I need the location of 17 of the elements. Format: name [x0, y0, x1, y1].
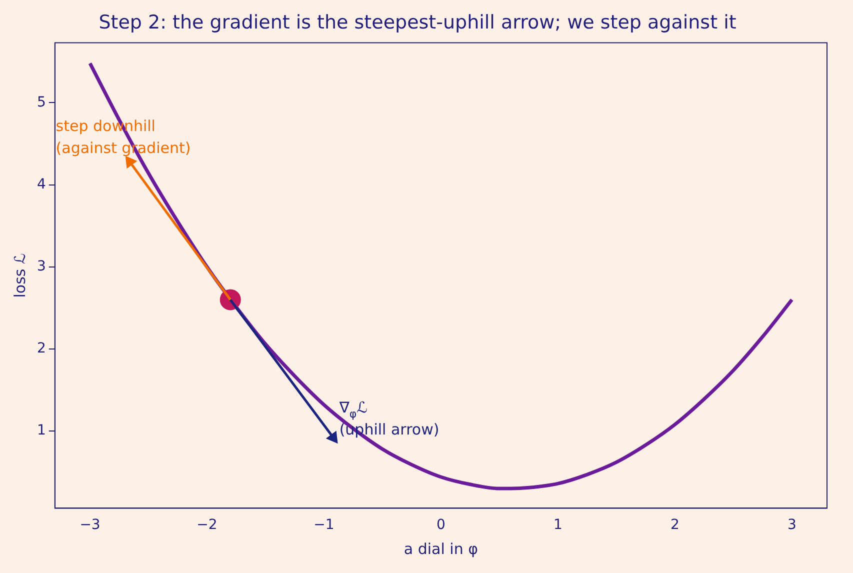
- x-axis-title: a dial in φ: [404, 540, 478, 558]
- y-tick-label: 2: [36, 340, 46, 357]
- y-axis-title: loss ℒ: [10, 253, 29, 298]
- y-tick-label: 3: [36, 258, 46, 275]
- y-tick-label: 5: [36, 94, 46, 110]
- point: [327, 432, 338, 443]
- y-tick-label: 1: [36, 422, 46, 439]
- point: [126, 156, 136, 168]
- x-tick-label: 0: [436, 517, 446, 534]
- x-tick-label: −2: [196, 517, 218, 534]
- x-tick-label: 2: [670, 517, 680, 534]
- y-tick-label: 4: [36, 176, 46, 192]
- x-tick-label: −1: [314, 517, 334, 534]
- x-tick-label: −3: [80, 517, 100, 534]
- chart-title: Step 2: the gradient is the steepest-uphill arrow; we step against it: [98, 11, 736, 34]
- x-tick-label: 1: [553, 517, 562, 534]
- x-tick-label: 3: [787, 517, 796, 534]
